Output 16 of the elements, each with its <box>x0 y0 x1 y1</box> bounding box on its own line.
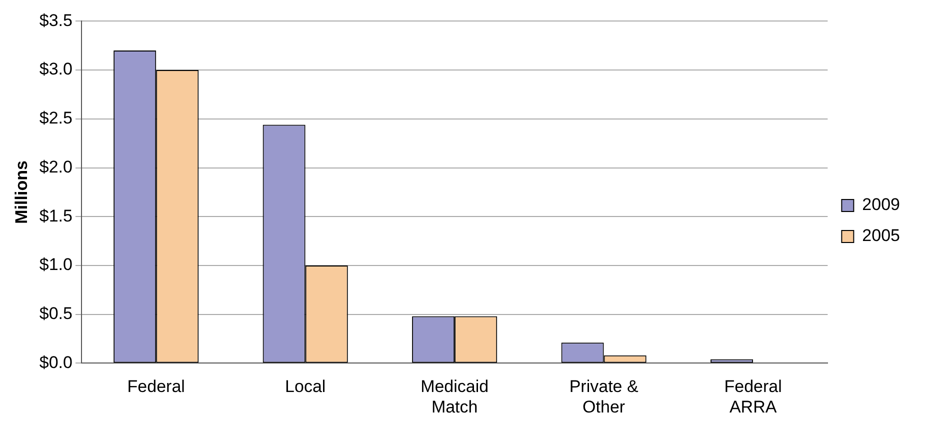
y-axis-title: Millions <box>12 160 31 224</box>
y-tick-label: $0.0 <box>39 352 72 372</box>
y-tick-label: $3.5 <box>39 10 72 30</box>
y-tick-label: $2.5 <box>39 108 72 128</box>
y-tick-label: $1.0 <box>39 255 72 274</box>
legend-label: 2005 <box>862 226 900 246</box>
y-tick-label: $0.5 <box>39 304 72 324</box>
x-tick-label: Federal <box>127 377 185 396</box>
x-tick-label: Medicaid Match <box>420 377 489 416</box>
x-tick-label: Private & Other <box>569 377 639 416</box>
x-tick-label: Local <box>285 377 326 396</box>
x-tick-label: Federal ARRA <box>724 377 782 416</box>
y-tick-label: $3.0 <box>39 60 72 79</box>
y-tick-label: $2.0 <box>39 157 72 176</box>
legend-label: 2009 <box>862 195 900 214</box>
y-tick-label: $1.5 <box>39 206 72 226</box>
